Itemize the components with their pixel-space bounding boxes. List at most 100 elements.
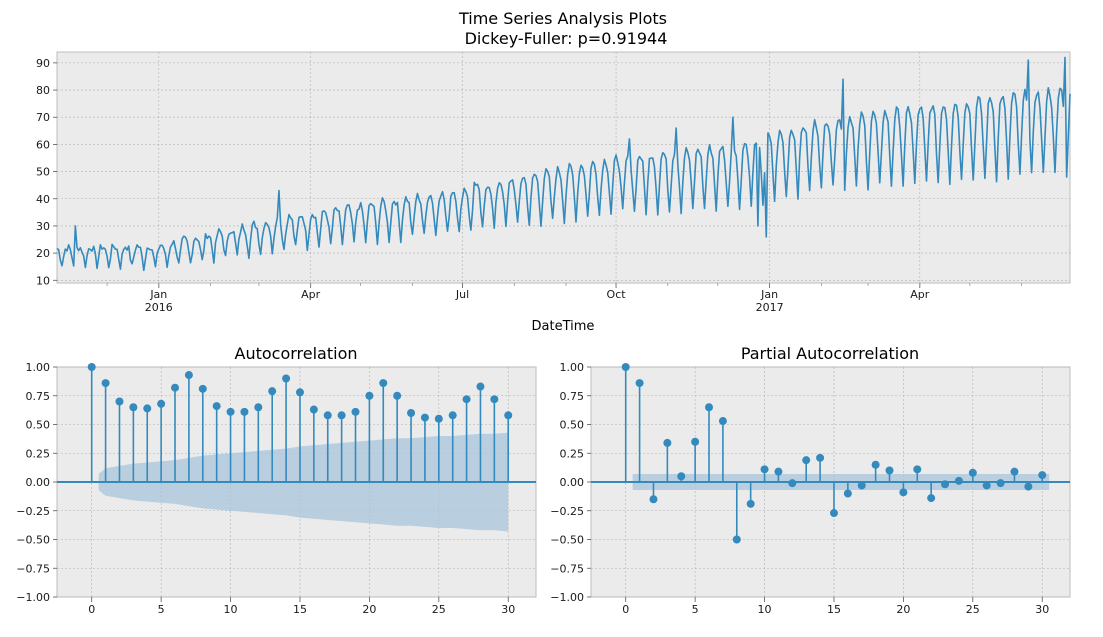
figure-title-line1: Time Series Analysis Plots	[458, 9, 667, 28]
acf-marker	[407, 409, 416, 417]
pacf-ytick-label: 0.00	[560, 476, 585, 489]
acf-ytick-label: 0.50	[26, 419, 51, 432]
acf-marker	[171, 383, 180, 392]
pacf-marker	[802, 456, 811, 465]
acf-ytick-label: −0.75	[16, 562, 50, 575]
pacf-ytick-label: 0.50	[560, 419, 585, 432]
pacf-ytick-label: 0.25	[560, 447, 585, 460]
ts-ytick-label: 70	[36, 111, 50, 124]
acf-marker	[434, 414, 443, 423]
pacf-marker	[857, 481, 866, 490]
acf-marker	[365, 391, 374, 400]
pacf-marker	[774, 467, 783, 476]
ts-xtick-label: Apr	[910, 288, 930, 301]
time-series-line	[56, 56, 1071, 272]
acf-marker	[420, 413, 429, 422]
ts-ytick-label: 20	[36, 247, 50, 260]
pacf-xtick-label: 10	[758, 603, 772, 616]
acf-marker	[309, 405, 318, 414]
acf-ytick-label: −0.25	[16, 505, 50, 518]
acf-title: Autocorrelation	[235, 344, 358, 363]
acf-marker	[351, 407, 360, 416]
pacf-ytick-label: 1.00	[560, 361, 585, 374]
pacf-marker	[913, 465, 922, 474]
ts-xtick-label: Jan	[760, 288, 778, 301]
pacf-marker	[705, 403, 714, 412]
acf-marker	[476, 382, 485, 391]
pacf-xtick-label: 0	[622, 603, 629, 616]
acf-marker	[240, 407, 249, 416]
acf-marker	[198, 384, 207, 393]
pacf-marker	[718, 417, 727, 426]
acf-marker	[115, 397, 124, 406]
acf-ytick-label: −0.50	[16, 534, 50, 547]
acf-marker	[101, 379, 110, 388]
acf-marker	[268, 387, 277, 396]
ts-xtick-year-label: 2016	[145, 301, 173, 314]
acf-xtick-label: 25	[432, 603, 446, 616]
acf-marker	[295, 388, 304, 397]
pacf-ytick-label: −0.25	[550, 505, 584, 518]
acf-ytick-label: 1.00	[26, 361, 51, 374]
acf-xtick-label: 5	[158, 603, 165, 616]
pacf-marker	[677, 472, 686, 481]
pacf-marker	[663, 438, 672, 447]
pacf-marker	[691, 437, 700, 446]
acf-ytick-label: −1.00	[16, 591, 50, 604]
pacf-marker	[941, 480, 950, 489]
acf-plot: Autocorrelation −1.00 −0.75 −0.50 −0.25 0.00…	[16, 344, 537, 616]
ts-ytick-label: 30	[36, 220, 50, 233]
ts-ytick-label: 50	[36, 166, 50, 179]
pacf-marker	[843, 489, 852, 498]
acf-marker	[393, 391, 402, 400]
pacf-marker	[1010, 467, 1019, 476]
ts-xtick-label: Oct	[607, 288, 627, 301]
pacf-marker	[899, 488, 908, 497]
pacf-title: Partial Autocorrelation	[741, 344, 919, 363]
pacf-marker	[996, 479, 1005, 488]
acf-ytick-label: 0.00	[26, 476, 51, 489]
pacf-marker	[871, 460, 880, 469]
pacf-marker	[968, 468, 977, 477]
pacf-xtick-label: 5	[692, 603, 699, 616]
pacf-xtick-label: 20	[896, 603, 910, 616]
acf-marker	[448, 411, 457, 420]
time-series-plot-area	[56, 51, 1071, 284]
pacf-marker	[635, 379, 644, 388]
acf-marker	[254, 403, 263, 412]
pacf-ytick-label: −1.00	[550, 591, 584, 604]
ts-xtick-label: Jan	[149, 288, 167, 301]
pacf-ytick-label: −0.50	[550, 534, 584, 547]
acf-marker	[282, 374, 291, 383]
acf-xtick-label: 10	[224, 603, 238, 616]
acf-marker	[462, 395, 471, 404]
ts-xtick-year-label: 2017	[756, 301, 784, 314]
acf-xtick-label: 30	[501, 603, 515, 616]
acf-marker	[143, 404, 152, 413]
ts-xtick-label: Jul	[455, 288, 469, 301]
pacf-plot: Partial Autocorrelation −1.00 −0.75 −0.50 −…	[550, 344, 1071, 616]
pacf-marker	[649, 495, 658, 504]
pacf-marker	[829, 509, 838, 518]
pacf-marker	[1024, 482, 1033, 491]
pacf-xtick-label: 15	[827, 603, 841, 616]
pacf-marker	[788, 479, 797, 488]
pacf-marker	[927, 494, 936, 503]
acf-marker	[226, 407, 235, 416]
acf-marker	[379, 379, 388, 388]
acf-marker	[212, 402, 221, 411]
acf-marker	[490, 395, 499, 404]
acf-marker	[87, 363, 96, 371]
ts-ytick-label: 40	[36, 193, 50, 206]
time-series-xlabel: DateTime	[532, 319, 595, 334]
ts-ytick-label: 80	[36, 84, 50, 97]
pacf-marker	[816, 453, 825, 462]
pacf-ytick-label: −0.75	[550, 562, 584, 575]
ts-xtick-label: Apr	[301, 288, 321, 301]
pacf-marker	[621, 363, 630, 371]
pacf-marker	[732, 535, 741, 544]
acf-ytick-label: 0.75	[26, 390, 51, 403]
acf-xtick-label: 15	[293, 603, 307, 616]
